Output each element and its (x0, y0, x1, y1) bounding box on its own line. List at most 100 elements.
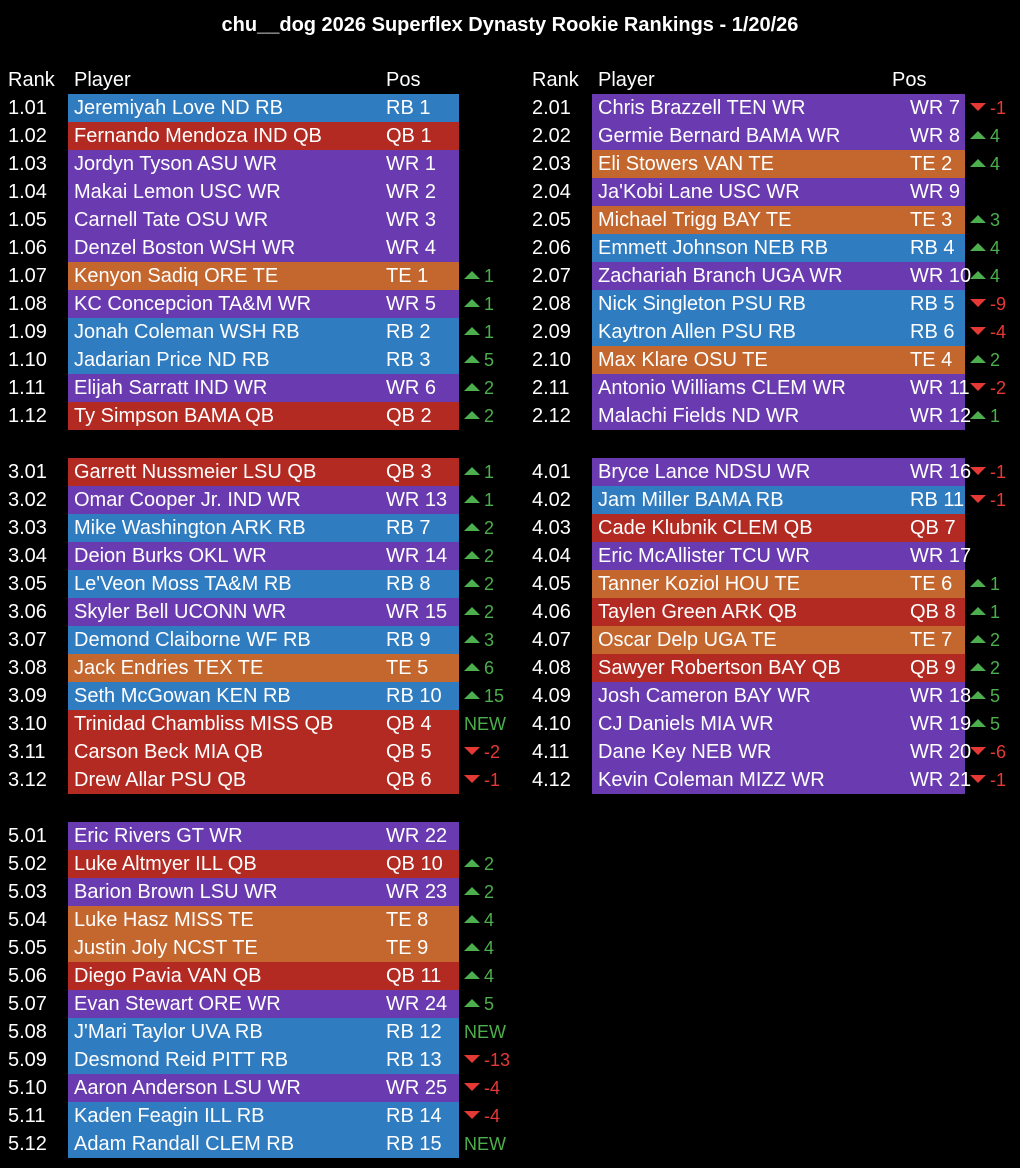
arrow-down-icon (970, 327, 986, 336)
player-name: Emmett Johnson NEB RB (598, 237, 829, 259)
player-bar-qb: Cade Klubnik CLEM QB QB 7 (592, 514, 965, 542)
player-name: Carson Beck MIA QB (74, 741, 263, 763)
rank-cell: 5.12 (8, 1133, 47, 1155)
rank-change-value: -6 (990, 742, 1007, 762)
player-bar-wr: Deion Burks OKL WR WR 14 (68, 542, 459, 570)
position-rank: QB 9 (910, 657, 956, 679)
rank-change: 6 (464, 654, 494, 682)
player-name: CJ Daniels MIA WR (598, 713, 774, 735)
rank-cell: 2.01 (532, 97, 571, 119)
player-bar-wr: Denzel Boston WSH WR WR 4 (68, 234, 459, 262)
rank-cell: 5.01 (8, 825, 47, 847)
player-bar-rb: Nick Singleton PSU RB RB 5 (592, 290, 965, 318)
player-bar-wr: Skyler Bell UCONN WR WR 15 (68, 598, 459, 626)
player-bar-qb: Garrett Nussmeier LSU QB QB 3 (68, 458, 459, 486)
position-rank: WR 9 (910, 181, 960, 203)
rank-cell: 4.08 (532, 657, 571, 679)
rank-change: 15 (464, 682, 504, 710)
rank-change: 1 (970, 598, 1000, 626)
player-bar-rb: Desmond Reid PITT RB RB 13 (68, 1046, 459, 1074)
position-rank: QB 1 (386, 125, 432, 147)
rank-change-value: 3 (484, 630, 495, 650)
position-rank: WR 14 (386, 545, 448, 567)
player-bar-qb: Ty Simpson BAMA QB QB 2 (68, 402, 459, 430)
arrow-up-icon (970, 131, 986, 140)
arrow-up-icon (464, 299, 480, 308)
position-rank: RB 15 (386, 1133, 442, 1155)
position-rank: WR 6 (386, 377, 436, 399)
arrow-down-icon (464, 747, 480, 756)
rank-change-value: 4 (990, 266, 1001, 286)
position-rank: RB 2 (386, 321, 431, 343)
position-rank: WR 11 (910, 377, 970, 399)
arrow-down-icon (970, 775, 986, 784)
player-name: Chris Brazzell TEN WR (598, 97, 806, 119)
rank-cell: 1.12 (8, 405, 47, 427)
rank-cell: 5.10 (8, 1077, 47, 1099)
arrow-up-icon (970, 719, 986, 728)
arrow-up-icon (464, 887, 480, 896)
rank-change: 2 (464, 542, 494, 570)
rank-cell: 3.11 (8, 741, 46, 763)
rank-cell: 1.09 (8, 321, 47, 343)
rank-cell: 4.03 (532, 517, 571, 539)
rank-change-value: 1 (484, 294, 495, 314)
rank-change: 5 (970, 682, 1000, 710)
player-name: Zachariah Branch UGA WR (598, 265, 843, 287)
position-rank: TE 1 (386, 265, 429, 287)
page-title: chu__dog 2026 Superflex Dynasty Rookie R… (221, 14, 799, 36)
position-rank: QB 8 (910, 601, 956, 623)
player-name: Denzel Boston WSH WR (74, 237, 296, 259)
position-rank: WR 22 (386, 825, 448, 847)
arrow-up-icon (464, 971, 480, 980)
arrow-up-icon (970, 271, 986, 280)
player-bar-wr: Aaron Anderson LSU WR WR 25 (68, 1074, 459, 1102)
position-rank: RB 10 (386, 685, 442, 707)
rank-change: 3 (970, 206, 1000, 234)
rank-change-value: 1 (484, 266, 495, 286)
rank-change-value: -1 (990, 770, 1007, 790)
player-bar-qb: Sawyer Robertson BAY QB QB 9 (592, 654, 965, 682)
player-bar-te: Oscar Delp UGA TE TE 7 (592, 626, 965, 654)
player-name: Germie Bernard BAMA WR (598, 125, 841, 147)
player-name: Luke Altmyer ILL QB (74, 853, 257, 875)
arrow-up-icon (970, 635, 986, 644)
rank-change-value: 1 (484, 490, 495, 510)
player-name: Malachi Fields ND WR (598, 405, 800, 427)
player-bar-te: Tanner Koziol HOU TE TE 6 (592, 570, 965, 598)
rank-cell: 3.08 (8, 657, 47, 679)
rank-change: 2 (970, 346, 1000, 374)
rank-cell: 3.09 (8, 685, 47, 707)
rank-cell: 4.05 (532, 573, 571, 595)
player-bar-wr: Kevin Coleman MIZZ WR WR 21 (592, 766, 971, 794)
player-name: Jadarian Price ND RB (74, 349, 270, 371)
player-name: Deion Burks OKL WR (74, 545, 267, 567)
rank-change: 2 (464, 402, 494, 430)
player-bar-rb: Mike Washington ARK RB RB 7 (68, 514, 459, 542)
player-name: Eli Stowers VAN TE (598, 153, 774, 175)
rank-cell: 3.05 (8, 573, 47, 595)
arrow-up-icon (464, 691, 480, 700)
player-bar-te: Max Klare OSU TE TE 4 (592, 346, 965, 374)
rank-cell: 4.12 (532, 769, 571, 791)
rank-change: -1 (970, 458, 1006, 486)
rank-cell: 3.12 (8, 769, 47, 791)
position-rank: TE 9 (386, 937, 429, 959)
rank-change: 4 (970, 262, 1000, 290)
rank-cell: 4.10 (532, 713, 571, 735)
arrow-up-icon (464, 999, 480, 1008)
rank-cell: 4.02 (532, 489, 571, 511)
arrow-down-icon (970, 103, 986, 112)
rank-change-value: -1 (990, 462, 1007, 482)
rank-cell: 3.07 (8, 629, 47, 651)
arrow-up-icon (464, 579, 480, 588)
rank-cell: 3.03 (8, 517, 47, 539)
player-bar-rb: Jeremiyah Love ND RB RB 1 (68, 94, 459, 122)
arrow-up-icon (970, 411, 986, 420)
arrow-down-icon (970, 495, 986, 504)
rank-cell: 1.08 (8, 293, 47, 315)
player-name: Makai Lemon USC WR (74, 181, 281, 203)
player-name: Eric McAllister TCU WR (598, 545, 810, 567)
rank-cell: 2.11 (532, 377, 570, 399)
player-bar-qb: Luke Altmyer ILL QB QB 10 (68, 850, 459, 878)
